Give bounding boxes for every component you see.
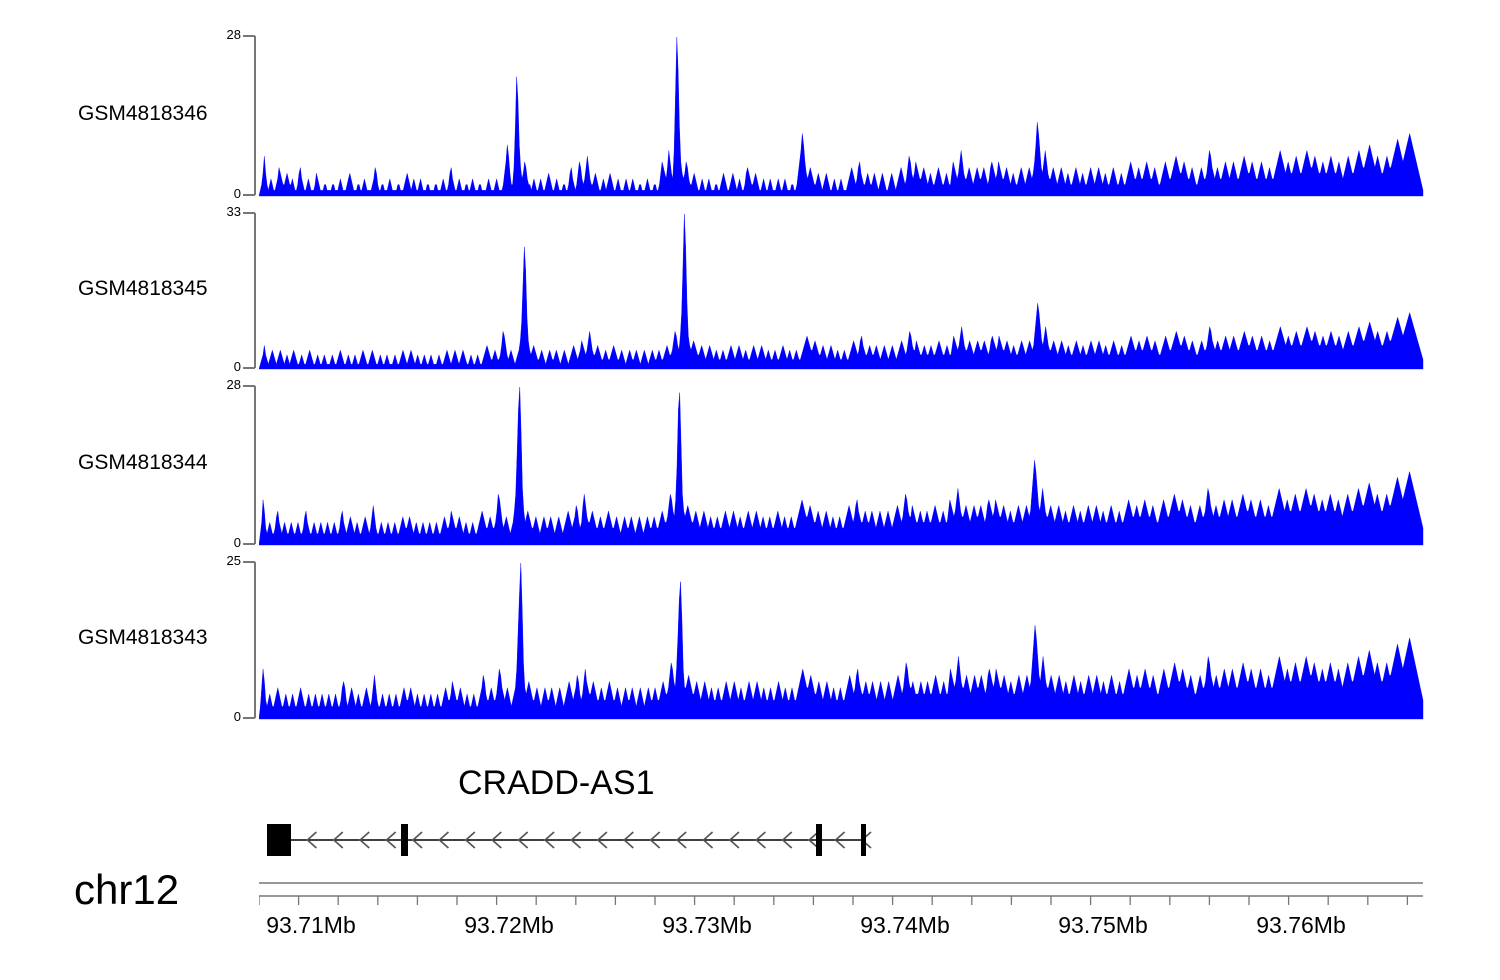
gene-model[interactable]: [250, 810, 950, 870]
y-axis-min-label: 0: [233, 535, 241, 550]
axis-tick-label: 93.72Mb: [464, 912, 554, 938]
y-axis-max-label: 33: [226, 204, 241, 219]
coverage-area-gsm4818346: [259, 36, 1424, 197]
coverage-area-gsm4818343: [259, 562, 1424, 720]
coverage-area-gsm4818345: [259, 213, 1424, 370]
chromosome-label: chr12: [74, 866, 180, 913]
track-label-gsm4818345: GSM4818345: [78, 276, 208, 300]
axis-tick-label: 93.73Mb: [662, 912, 752, 938]
axis-tick-label: 93.76Mb: [1256, 912, 1346, 938]
y-axis-min-label: 0: [233, 359, 241, 374]
y-axis-max-label: 28: [226, 27, 241, 42]
y-axis-min-label: 0: [233, 709, 241, 724]
axis-tick-label: 93.74Mb: [860, 912, 950, 938]
y-axis-max-label: 28: [226, 377, 241, 392]
genomic-coordinate-axis: [259, 882, 1423, 905]
y-axis-bracket: [243, 35, 256, 196]
y-axis-max-label: 25: [226, 553, 241, 568]
track-label-gsm4818346: GSM4818346: [78, 101, 208, 125]
coverage-area-gsm4818344: [259, 386, 1424, 546]
y-axis-bracket: [243, 561, 256, 719]
track-label-gsm4818344: GSM4818344: [78, 451, 208, 474]
y-axis-min-label: 0: [233, 186, 241, 201]
gene-name-label: CRADD-AS1: [458, 764, 655, 802]
y-axis-bracket: [243, 212, 256, 369]
axis-tick-label: 93.75Mb: [1058, 912, 1148, 938]
track-label-gsm4818343: GSM4818343: [78, 626, 208, 649]
axis-tick-label: 93.71Mb: [266, 912, 356, 938]
y-axis-bracket: [243, 385, 256, 545]
